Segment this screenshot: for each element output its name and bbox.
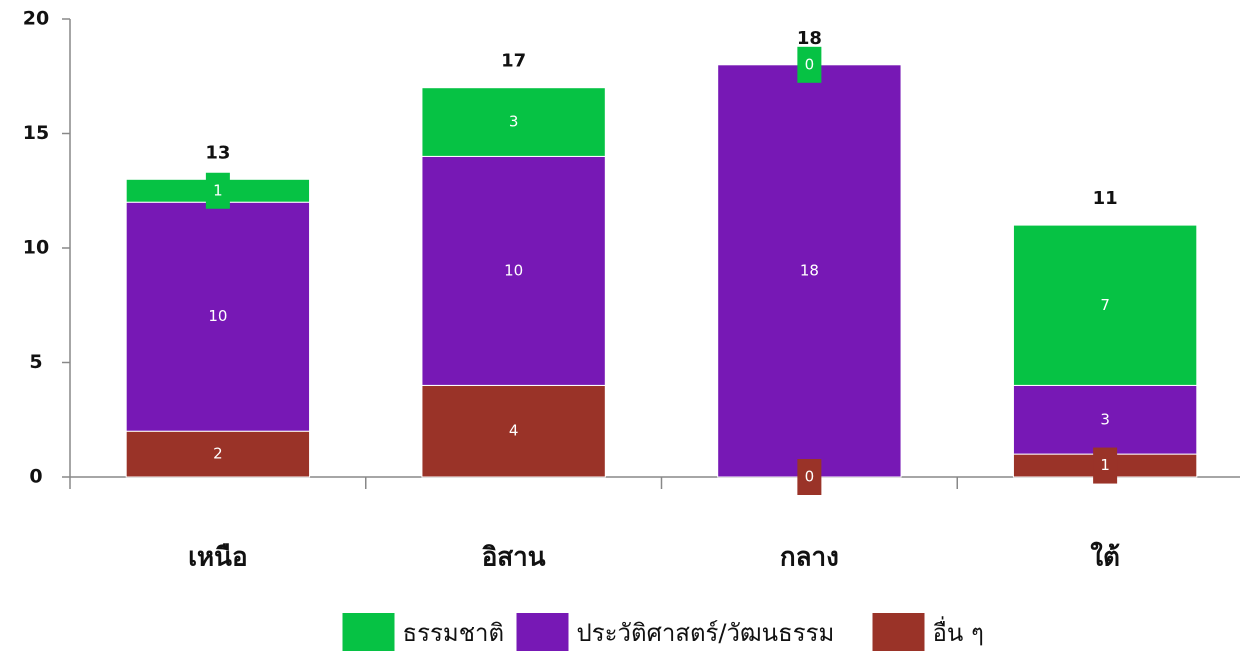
value-label-box [1093,447,1118,484]
legend-label: ประวัติศาสตร์/วัฒนธรรม [577,619,835,647]
value-label-box [797,46,822,83]
total-label: 17 [501,51,526,72]
y-tick-label: 20 [23,8,49,30]
legend-swatch [872,613,925,651]
bar-segment [125,430,311,478]
x-tick-label: ใต้ [1090,542,1120,573]
bar-segment [125,201,311,432]
value-label: 0 [805,468,815,486]
value-label: 10 [504,261,523,279]
value-label: 1 [213,181,223,199]
value-label: 4 [509,422,519,440]
value-label: 18 [800,261,819,279]
value-label: 3 [1100,410,1110,428]
total-label: 13 [205,142,230,163]
bar-segment [421,155,606,386]
legend-swatch [342,613,395,651]
bar-segment [1012,224,1198,386]
x-tick-label: อิสาน [482,543,546,573]
total-label: 18 [797,28,822,49]
legend-label: ธรรมชาติ [403,619,505,647]
value-label-box [797,459,822,495]
y-tick-label: 15 [23,122,49,144]
x-tick-label: เหนือ [188,543,247,573]
value-label: 3 [509,113,519,131]
legend-label: อื่น ๆ [933,616,984,647]
value-label: 2 [213,445,223,463]
bar-segment [717,64,902,478]
x-tick-label: กลาง [780,543,839,573]
y-tick-label: 5 [29,351,42,373]
value-label-box [205,172,230,209]
value-label: 1 [1100,456,1110,474]
bar-segment [1012,384,1198,455]
total-label: 11 [1093,188,1118,209]
value-label: 7 [1100,296,1110,314]
value-label: 10 [208,307,227,325]
y-tick-label: 0 [29,466,42,488]
value-label: 0 [805,55,815,73]
y-tick-label: 10 [23,237,49,259]
bar-segment [421,87,606,157]
legend-swatch [516,613,569,651]
bar-segment [421,384,606,478]
